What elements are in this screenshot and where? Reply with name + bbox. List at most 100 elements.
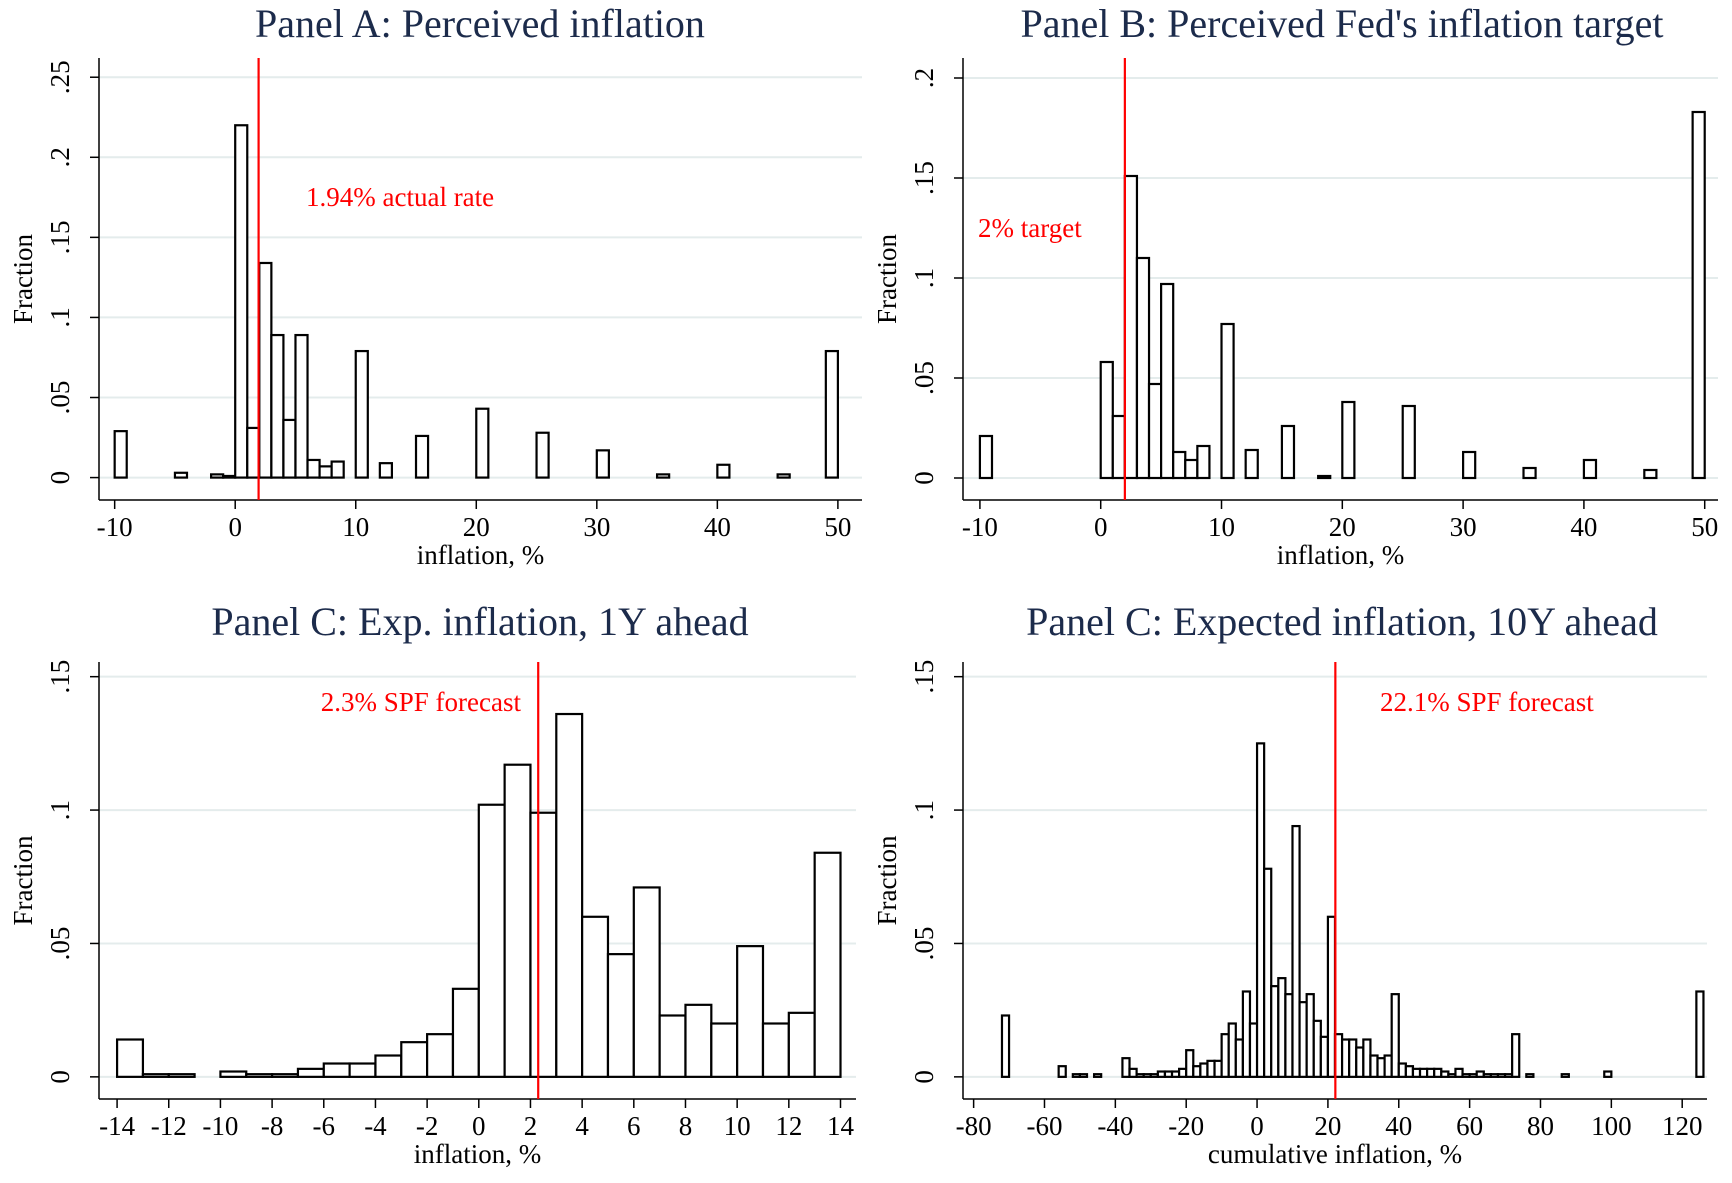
panel: Panel C: Expected inflation, 10Y ahead 0.… xyxy=(872,599,1707,1169)
x-axis-label: cumulative inflation, % xyxy=(1208,1139,1462,1169)
x-tick-label: -10 xyxy=(962,512,998,542)
bar xyxy=(606,953,635,1078)
bar xyxy=(348,1062,377,1078)
bar xyxy=(1291,824,1301,1078)
bar xyxy=(555,712,584,1078)
y-axis-label: Fraction xyxy=(872,234,902,324)
bar xyxy=(354,349,369,479)
x-tick-label: 0 xyxy=(472,1111,486,1141)
y-tick-label: .1 xyxy=(909,800,939,820)
y-tick-label: .05 xyxy=(909,927,939,961)
bar xyxy=(595,449,610,479)
bar xyxy=(245,1073,274,1078)
y-axis-label: Fraction xyxy=(872,835,902,925)
panel-title: Panel A: Perceived inflation xyxy=(255,1,705,46)
bar xyxy=(477,803,506,1078)
bar xyxy=(167,1073,196,1078)
bar xyxy=(1160,282,1175,480)
x-tick-label: 10 xyxy=(724,1111,751,1141)
panel: Panel A: Perceived inflation 0 .05 .1 .15 .2.… xyxy=(8,1,862,570)
bar xyxy=(400,1041,429,1078)
x-axis-label: inflation, % xyxy=(1277,540,1404,570)
x-tick-label: 4 xyxy=(575,1111,589,1141)
bar xyxy=(503,763,532,1078)
x-axis-label: inflation, % xyxy=(414,1139,541,1169)
x-tick-label: 10 xyxy=(342,512,369,542)
bar xyxy=(684,1003,713,1078)
x-axis-label: inflation, % xyxy=(417,540,544,570)
y-tick-label: .05 xyxy=(45,927,75,961)
bar xyxy=(1522,466,1537,480)
bar xyxy=(414,434,430,479)
bar xyxy=(451,987,480,1078)
bar xyxy=(1184,458,1199,480)
x-tick-label: 20 xyxy=(1314,1111,1341,1141)
bar xyxy=(1172,450,1187,480)
y-tick-label: 0 xyxy=(909,1070,939,1084)
bar xyxy=(475,407,490,479)
y-tick-label: .25 xyxy=(45,60,75,94)
bar xyxy=(1280,424,1296,480)
bar xyxy=(1582,458,1598,480)
x-tick-label: 40 xyxy=(704,512,731,542)
bar xyxy=(1196,444,1211,480)
bar xyxy=(632,886,661,1078)
x-tick-label: 20 xyxy=(463,512,490,542)
bar xyxy=(1123,174,1139,480)
x-tick-label: 50 xyxy=(1691,512,1718,542)
bar xyxy=(173,471,189,479)
panel-title: Panel C: Exp. inflation, 1Y ahead xyxy=(211,599,748,644)
x-tick-label: 14 xyxy=(827,1111,855,1141)
bar xyxy=(306,458,321,479)
x-tick-label: 8 xyxy=(679,1111,693,1141)
bar xyxy=(813,851,842,1078)
bar xyxy=(1185,1049,1195,1078)
y-tick-label: .15 xyxy=(909,660,939,694)
bar xyxy=(1525,1073,1535,1078)
x-tick-label: -12 xyxy=(151,1111,187,1141)
bar xyxy=(330,460,345,479)
x-tick-label: 0 xyxy=(1250,1111,1264,1141)
bar xyxy=(296,1067,325,1078)
bar xyxy=(282,418,297,479)
x-tick-label: -8 xyxy=(261,1111,284,1141)
bar xyxy=(1643,468,1658,480)
y-tick-label: 0 xyxy=(45,471,75,485)
y-tick-label: .15 xyxy=(909,161,939,195)
x-tick-label: 40 xyxy=(1570,512,1597,542)
x-tick-label: 50 xyxy=(824,512,851,542)
bar xyxy=(234,124,249,479)
bar xyxy=(294,333,309,479)
x-tick-label: -6 xyxy=(313,1111,336,1141)
bar xyxy=(1135,256,1151,480)
x-tick-label: 30 xyxy=(583,512,610,542)
x-tick-label: -20 xyxy=(1168,1111,1204,1141)
bar xyxy=(658,1014,687,1078)
x-tick-label: 12 xyxy=(775,1111,802,1141)
bar xyxy=(258,261,273,479)
bar xyxy=(736,945,765,1078)
bar xyxy=(209,473,225,479)
panel-title: Panel B: Perceived Fed's inflation targe… xyxy=(1021,1,1664,46)
bar xyxy=(1147,382,1163,480)
bar xyxy=(581,915,610,1078)
bar xyxy=(1121,1057,1131,1078)
y-tick-label: .15 xyxy=(45,660,75,694)
panel-title: Panel C: Expected inflation, 10Y ahead xyxy=(1026,599,1658,644)
x-tick-label: -60 xyxy=(1026,1111,1062,1141)
bar xyxy=(1341,400,1356,480)
y-tick-label: 0 xyxy=(909,471,939,485)
bar xyxy=(978,434,994,480)
x-tick-label: 120 xyxy=(1662,1111,1703,1141)
y-axis-label: Fraction xyxy=(8,234,38,324)
x-tick-label: 40 xyxy=(1385,1111,1412,1141)
bar xyxy=(222,474,237,479)
bar xyxy=(1000,1014,1011,1078)
bar xyxy=(271,1073,300,1078)
x-tick-label: -10 xyxy=(97,512,133,542)
x-tick-label: 80 xyxy=(1527,1111,1554,1141)
y-tick-label: .15 xyxy=(45,220,75,254)
bar xyxy=(141,1073,170,1078)
y-axis-label: Fraction xyxy=(8,835,38,925)
